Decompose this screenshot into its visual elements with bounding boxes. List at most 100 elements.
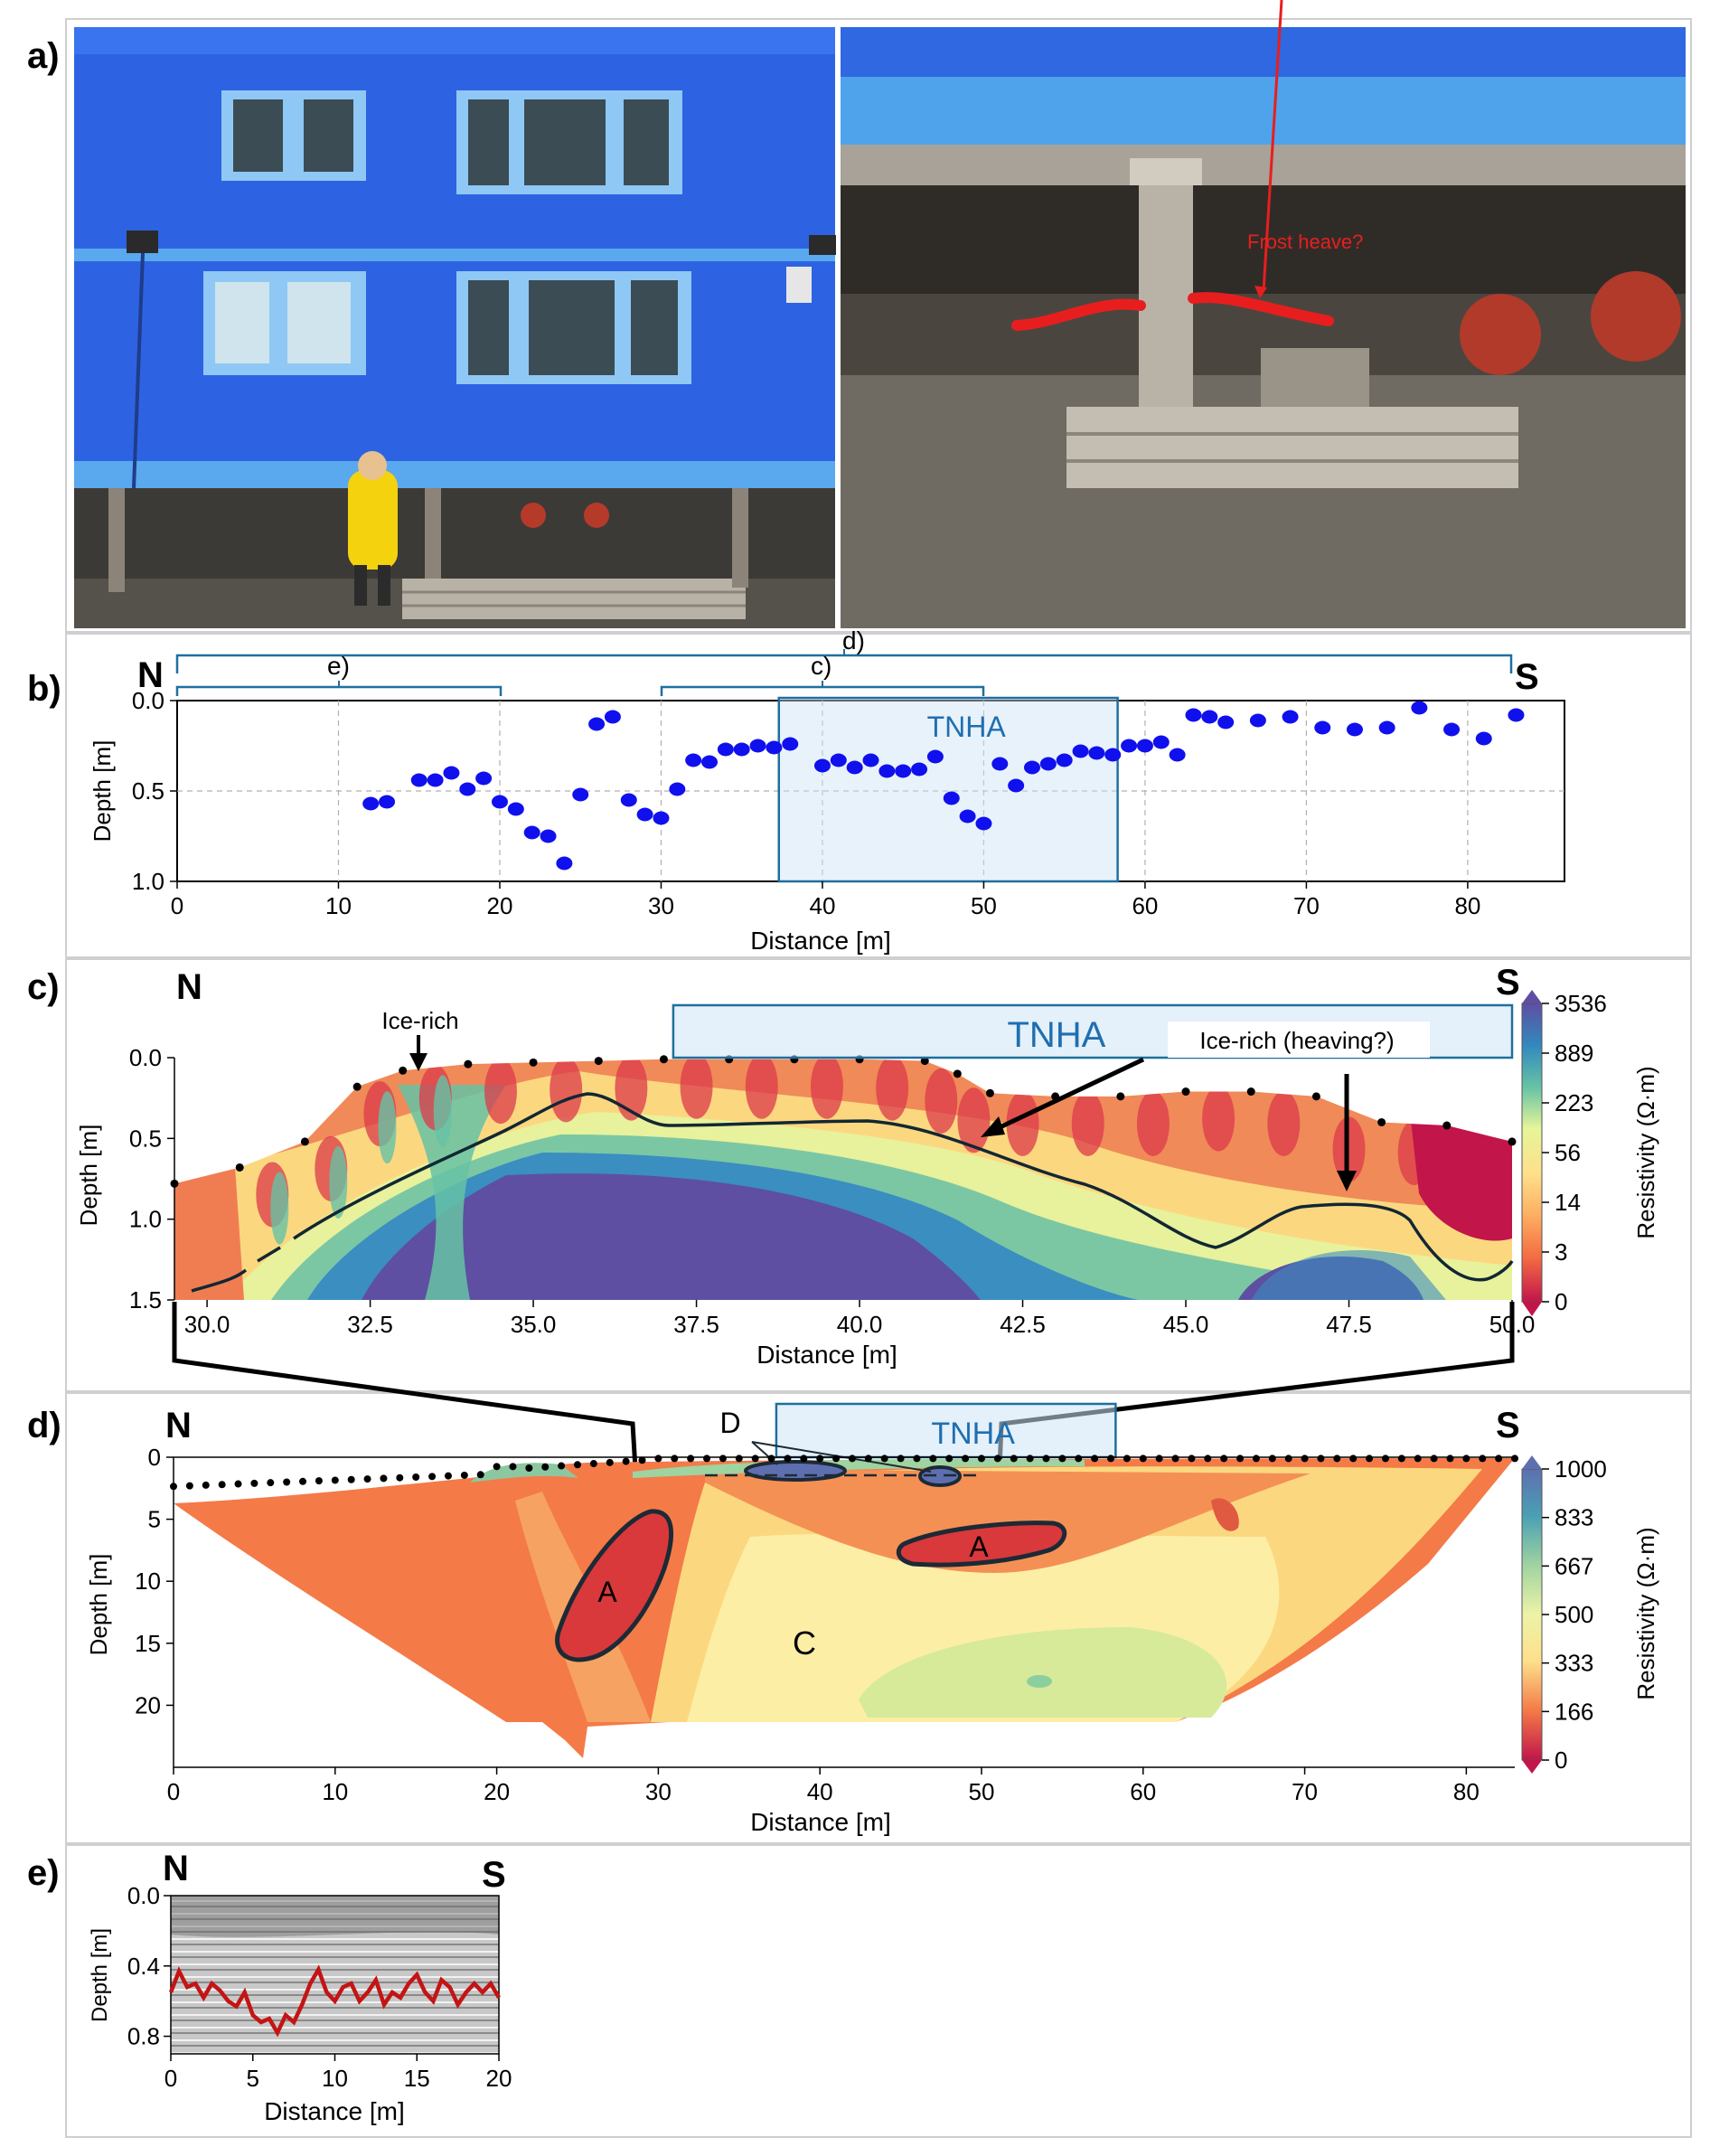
resistivity-lobe xyxy=(810,1058,843,1119)
colorbar-c-label: Resistivity (Ω·m) xyxy=(1632,1066,1659,1238)
panel-d-xlabel: Distance [m] xyxy=(750,1808,891,1836)
panel-d-chart: N S TNHA A A C D 0 10 20 30 40 50 60 70 80 0 5 10 xyxy=(85,1402,1659,1836)
electrode-d xyxy=(234,1480,242,1488)
zone-a-left xyxy=(555,1509,674,1662)
electrode-d xyxy=(671,1455,679,1463)
panel-b-chart: e) c) d) N S TNHA 0 10 20 30 40 50 60 70 80 0.0 0… xyxy=(89,626,1565,955)
y-tick-label-e: 0.0 xyxy=(127,1882,160,1909)
colorbar-d-tick-label: 1000 xyxy=(1555,1455,1607,1483)
electrode-d xyxy=(380,1474,388,1483)
electrode-d xyxy=(1220,1455,1228,1463)
depth-point xyxy=(1185,708,1202,722)
x-tick-label-b: 0 xyxy=(171,892,183,919)
electrode-d xyxy=(751,1455,759,1463)
electrode-d xyxy=(848,1455,856,1463)
x-tick-label-d: 40 xyxy=(807,1778,833,1805)
x-tick-label-d: 0 xyxy=(167,1778,180,1805)
zone-label-a-right: A xyxy=(969,1530,989,1563)
electrode-d xyxy=(1349,1455,1358,1463)
bracket-d xyxy=(175,654,1513,673)
resistivity-lobe xyxy=(745,1058,778,1119)
electrode-d xyxy=(638,1456,646,1464)
photo-building-left xyxy=(74,27,836,628)
y-tick-label-d: 20 xyxy=(135,1691,161,1718)
electrode-c xyxy=(464,1059,473,1069)
electrode-d xyxy=(1381,1455,1389,1463)
x-tick-label-e: 10 xyxy=(322,2065,348,2092)
x-tick-label-d: 10 xyxy=(322,1778,348,1805)
depth-point xyxy=(362,796,380,811)
resistivity-lobe xyxy=(615,1058,648,1121)
colorbar-c-tick-label: 3 xyxy=(1555,1238,1567,1266)
resistivity-lobe xyxy=(1332,1116,1366,1182)
electrode-c xyxy=(1246,1087,1255,1097)
frost-heave-annotation: Frost heave? xyxy=(1247,231,1363,253)
depth-point xyxy=(1217,715,1235,730)
electrode-d xyxy=(202,1481,210,1489)
depth-point xyxy=(1346,722,1363,737)
depth-point xyxy=(653,811,670,825)
depth-point xyxy=(1072,744,1089,758)
electrode-d xyxy=(993,1455,1001,1463)
depth-point xyxy=(1056,753,1073,767)
resistivity-lobe xyxy=(1136,1090,1170,1156)
x-tick-label-c: 32.5 xyxy=(347,1311,393,1338)
frost-heave-line xyxy=(1011,292,1334,331)
x-tick-label-e: 15 xyxy=(404,2065,430,2092)
electrode-d xyxy=(929,1455,937,1463)
electrode-c xyxy=(1116,1092,1125,1101)
electrode-d xyxy=(864,1455,872,1463)
x-tick-label-c: 42.5 xyxy=(1000,1311,1046,1338)
electrode-d xyxy=(428,1473,437,1481)
bracket-label-e: e) xyxy=(327,652,350,680)
electrode-d xyxy=(1462,1455,1470,1463)
electrode-d xyxy=(687,1455,695,1463)
electrode-d xyxy=(1236,1455,1245,1463)
electrode-d xyxy=(1026,1455,1034,1463)
panel-e-xlabel: Distance [m] xyxy=(264,2097,405,2125)
depth-point xyxy=(1104,748,1122,762)
depth-point xyxy=(701,755,719,769)
electrode-d xyxy=(1058,1455,1066,1463)
colorbar-d-tick-label: 166 xyxy=(1555,1698,1593,1725)
colorbar-c-tick-label: 223 xyxy=(1555,1089,1593,1116)
electrode-d xyxy=(1414,1455,1422,1463)
electrode-d xyxy=(719,1455,727,1463)
x-tick-label-e: 20 xyxy=(486,2065,512,2092)
electrode-d xyxy=(1446,1455,1454,1463)
electrode-c xyxy=(1442,1121,1452,1130)
depth-point xyxy=(491,795,508,809)
depth-point xyxy=(1136,739,1153,753)
zone-d-left xyxy=(744,1460,847,1482)
x-tick-label-d: 20 xyxy=(484,1778,510,1805)
electrode-d xyxy=(913,1455,921,1463)
compass-south-e: S xyxy=(482,1855,506,1895)
electrode-d xyxy=(250,1479,258,1487)
y-tick-label-d: 15 xyxy=(135,1630,161,1657)
gpr-interface-line xyxy=(168,1964,501,2038)
electrode-d xyxy=(767,1455,775,1463)
electrode-d xyxy=(1284,1455,1292,1463)
resistivity-lobe xyxy=(484,1059,517,1125)
resistivity-lobe xyxy=(1202,1086,1236,1152)
electrode-c xyxy=(953,1069,962,1078)
depth-point xyxy=(1249,713,1266,728)
panel-b-ylabel: Depth [m] xyxy=(89,740,116,843)
frame-panel-c xyxy=(65,958,1692,1392)
colorbar-c-tick-label: 0 xyxy=(1555,1288,1567,1315)
frame-panel-d xyxy=(65,1392,1692,1844)
panel-e-chart: N S 0 5 10 15 20 0.0 0.4 0.8 Distance [m] Dept… xyxy=(88,1849,512,2125)
electrode-d xyxy=(283,1478,291,1486)
x-tick-label-c: 40.0 xyxy=(837,1311,883,1338)
electrode-c xyxy=(399,1066,408,1075)
depth-point xyxy=(975,816,992,831)
electrode-c xyxy=(1181,1087,1190,1097)
electrode-d xyxy=(832,1455,841,1463)
electrode-d xyxy=(962,1455,970,1463)
depth-point xyxy=(604,710,621,724)
x-tick-label-b: 40 xyxy=(809,892,835,919)
bracket-e xyxy=(175,685,503,696)
colorbar-d-tick-label: 833 xyxy=(1555,1504,1593,1531)
depth-point xyxy=(991,757,1009,771)
